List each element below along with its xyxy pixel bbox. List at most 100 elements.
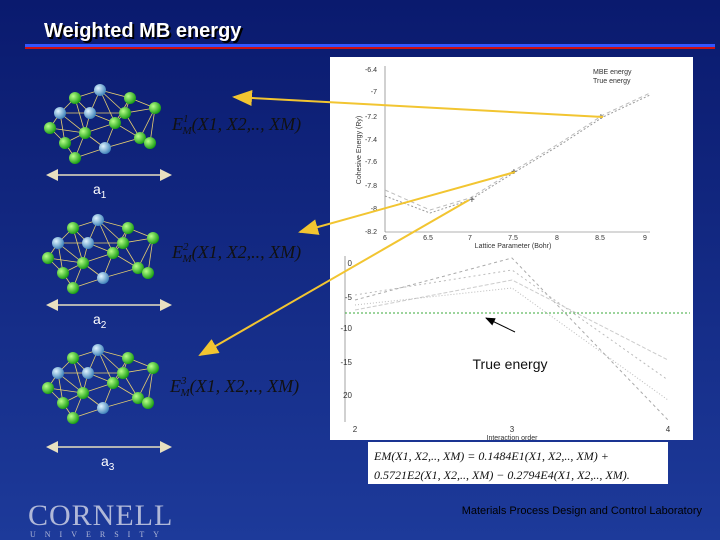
equation-part: 2	[183, 241, 189, 253]
title-rule	[25, 47, 715, 49]
equation: E1 M(X1, X2,.., XM)	[171, 113, 301, 137]
y-tick-label: -6.4	[365, 67, 377, 74]
x-tick-label: 4	[666, 425, 671, 434]
atom	[107, 377, 119, 389]
y-tick-label: -5	[345, 293, 353, 302]
equation-part: (X1, X2,.., XM)	[192, 114, 301, 135]
bond	[72, 227, 84, 264]
atom	[124, 92, 136, 104]
bond	[104, 137, 141, 149]
equation-part: E	[171, 114, 183, 134]
atom	[82, 237, 94, 249]
label-base: a	[101, 453, 109, 469]
x-tick-label: 3	[510, 425, 515, 434]
atom	[94, 84, 106, 96]
bottom-plot	[344, 256, 690, 422]
y-tick-label: -8.2	[365, 229, 377, 236]
atom	[44, 122, 56, 134]
curve	[354, 257, 669, 421]
equation-part: (X1, X2,.., XM)	[190, 376, 299, 397]
y-tick-label: 0	[348, 259, 353, 268]
atom	[144, 137, 156, 149]
equation-part: E	[169, 376, 181, 396]
atom	[99, 142, 111, 154]
bond	[102, 267, 139, 279]
point-mark: +	[469, 195, 475, 206]
atom	[119, 107, 131, 119]
link-arrow	[198, 199, 470, 356]
equation-part: E	[171, 242, 183, 262]
annotation: True energy	[473, 356, 548, 372]
label-base: a	[93, 311, 101, 327]
atom	[109, 117, 121, 129]
y-tick-label: 20	[343, 391, 352, 400]
legend-entry: MBE energy	[593, 69, 632, 76]
y-tick-label: -7.6	[365, 159, 377, 166]
atom	[57, 397, 69, 409]
atom	[117, 237, 129, 249]
lattice-label: a1	[93, 181, 107, 201]
atom	[77, 257, 89, 269]
y-tick-label: -7	[371, 89, 377, 96]
atom	[107, 247, 119, 259]
atom	[52, 367, 64, 379]
atom	[67, 352, 79, 364]
atom	[67, 282, 79, 294]
x-axis-label: Lattice Parameter (Bohr)	[475, 243, 552, 250]
formula-line: 0.5721E2(X1, X2,.., XM) − 0.2794E4(X1, X…	[374, 468, 630, 482]
plot-panel	[330, 57, 693, 440]
y-tick-label: -7.4	[365, 137, 377, 144]
title-rule	[25, 44, 715, 47]
label-sub: 2	[101, 320, 107, 331]
atom	[79, 127, 91, 139]
atom	[42, 252, 54, 264]
x-axis-label: Interaction order	[487, 435, 539, 442]
bond	[97, 349, 114, 384]
x-tick-label: 9	[643, 235, 647, 242]
x-tick-label: 8	[555, 235, 559, 242]
equation: E2 M(X1, X2,.., XM)	[171, 241, 301, 265]
atom	[149, 102, 161, 114]
atom	[57, 267, 69, 279]
atom	[132, 262, 144, 274]
bond	[97, 219, 114, 254]
bond	[99, 89, 116, 124]
link-arrow	[232, 89, 604, 118]
bond	[102, 397, 139, 409]
equation-part: (X1, X2,.., XM)	[192, 242, 301, 263]
title: Weighted MB energy	[44, 20, 242, 42]
atom	[42, 382, 54, 394]
atom	[97, 272, 109, 284]
x-tick-label: 7	[468, 235, 472, 242]
y-axis-label: Cohesive Energy (Ry)	[356, 116, 363, 184]
atom	[97, 402, 109, 414]
y-tick-label: -8	[371, 206, 377, 213]
bond	[72, 357, 84, 394]
atom	[54, 107, 66, 119]
atom	[67, 222, 79, 234]
atom	[69, 92, 81, 104]
equation-part: 3	[180, 375, 187, 387]
link-arrow	[298, 171, 516, 235]
atom	[84, 107, 96, 119]
equation-part: 1	[183, 113, 189, 125]
atom	[77, 387, 89, 399]
y-tick-label: -7.2	[365, 114, 377, 121]
label-base: a	[93, 181, 101, 197]
equation-part: M	[182, 253, 193, 265]
x-tick-label: 2	[353, 425, 358, 434]
equation-part: M	[180, 387, 191, 399]
title-shadow: Weighted MB energy	[46, 22, 244, 44]
x-tick-label: 7.5	[508, 235, 518, 242]
lab-name: Materials Process Design and Control Lab…	[462, 505, 703, 517]
y-tick-label: -10	[340, 324, 352, 333]
y-tick-label: -7.8	[365, 183, 377, 190]
atom	[117, 367, 129, 379]
logo: CORNELL	[28, 499, 173, 532]
lattice-label: a2	[93, 311, 107, 331]
atom	[92, 214, 104, 226]
equation: E3 M(X1, X2,.., XM)	[169, 375, 299, 399]
atom	[69, 152, 81, 164]
x-tick-label: 6	[383, 235, 387, 242]
